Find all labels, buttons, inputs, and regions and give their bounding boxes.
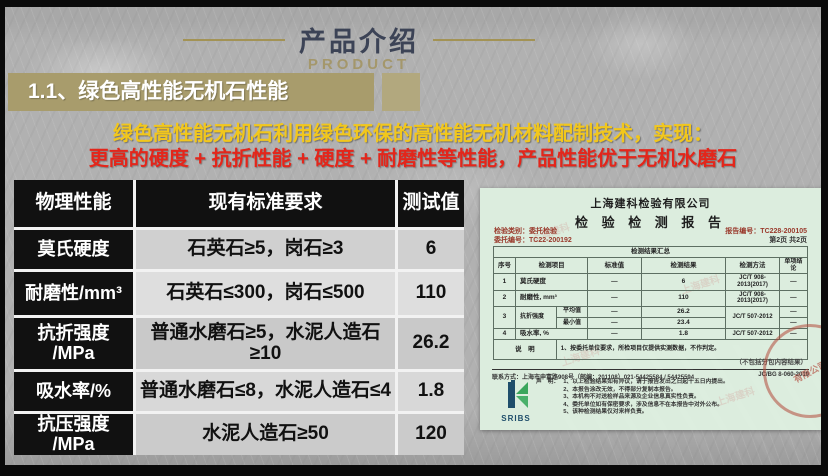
row-label: 耐磨性/mm³	[14, 272, 133, 315]
cert-cell: —	[778, 305, 809, 318]
statement-line: 3、本机构不对送检样品来源及企业信息真实性负责。	[563, 394, 729, 402]
certificate-statements: 声 明： 1、以上检验结果如有异议，请于报告发出之日起十五日内提出。 2、本报告…	[536, 379, 781, 417]
test-report-certificate: 上海建科 上海建科 上海建科 上海建科 上海建科检验有限公司 检 验 检 测 报…	[480, 188, 821, 430]
certificate-report-no: 报告编号：TC228-200105	[725, 228, 807, 235]
statement-line: 2、本报告涂改无效，不得部分复制本报告。	[563, 387, 729, 395]
cert-cell: —	[778, 289, 809, 307]
certificate-category: 检验类别：委托检验	[494, 228, 557, 235]
sribs-logo-text: SRIBS	[501, 414, 531, 423]
cert-cell: 平均值	[555, 305, 589, 318]
cert-cell: —	[778, 273, 809, 291]
certificate-commission-no: 委托编号：TC22-200192	[494, 236, 572, 244]
cert-note-text: 1、按委托单位要求，所检项目仅提供实测数据，不作判定。	[555, 339, 809, 361]
cert-cell: 3	[493, 305, 516, 329]
cert-cell: 6	[640, 273, 727, 291]
performance-table: 物理性能 现有标准要求 测试值 莫氏硬度 石英石≥5，岗石≥3 6 耐磨性/mm…	[14, 180, 464, 455]
intro-line-yellow: 绿色高性能无机石利用绿色环保的高性能无机材料配制技术，实现：	[113, 123, 713, 145]
certificate-meta: 检验类别：委托检验 委托编号：TC22-200192 报告编号：TC228-20…	[494, 228, 807, 246]
row-label: 莫氏硬度	[14, 230, 133, 269]
cert-cell: —	[587, 316, 642, 329]
corner-watermark-sheen	[561, 345, 821, 465]
cell-requirement: 水泥人造石≥50	[136, 414, 395, 455]
certificate-summary-title: 检测结果汇总	[493, 245, 808, 259]
cell-requirement: 石英石≥5，岗石≥3	[136, 230, 395, 269]
sribs-logo-icon	[508, 380, 528, 408]
column-header-value: 测试值	[398, 180, 464, 227]
cert-cell: JC/T 908-2013(2017)	[725, 273, 780, 291]
row-label: 抗折强度 /MPa	[14, 318, 133, 369]
statement-line: 5、该种检测结果仅对来样负责。	[563, 409, 729, 417]
cert-cell: 吸水率, %	[514, 327, 589, 341]
intro-line-red: 更高的硬度 + 抗折性能 + 硬度 + 耐磨性等性能，产品性能优于无机水磨石	[88, 148, 738, 170]
cert-col-header: 检测结果	[640, 257, 727, 275]
cell-value: 6	[398, 230, 464, 269]
cert-cell: —	[587, 327, 642, 341]
cert-cell: 2	[493, 289, 516, 307]
certificate-results-table: 检测结果汇总 序号 检测项目 标准值 检测结果 检测方法 单项结论 1 莫氏硬度…	[493, 245, 809, 361]
header-right-line	[433, 38, 535, 41]
certificate-company-name: 上海建科检验有限公司	[590, 198, 711, 210]
cert-col-header: 单项结论	[778, 257, 809, 275]
cell-value: 1.8	[398, 372, 464, 411]
cert-col-header: 标准值	[587, 257, 642, 275]
cert-cell: 26.2	[640, 305, 727, 318]
row-label: 吸水率/%	[14, 372, 133, 411]
sribs-logo: SRIBS	[494, 380, 538, 423]
row-label: 抗压强度 /MPa	[14, 414, 133, 455]
cert-cell: 110	[640, 289, 727, 307]
cert-cell: 最小值	[555, 316, 589, 329]
column-header-requirement: 现有标准要求	[136, 180, 395, 227]
cell-requirement: 普通水磨石≤8，水泥人造石≤4	[136, 372, 395, 411]
cell-value: 26.2	[398, 318, 464, 369]
cert-cell: 4	[493, 327, 516, 341]
slide-header: 产品介绍 PRODUCT	[5, 20, 767, 73]
cert-cell: JC/T 507-2012	[725, 327, 780, 341]
certificate-contact: 联系方式：上海市申富路908号（邮编：201108）021-54425584 /…	[492, 372, 694, 381]
section-title-decoration	[382, 73, 420, 111]
cert-cell: JC/T 908-2013(2017)	[725, 289, 780, 307]
slide-background: 产品介绍 PRODUCT 1.1、绿色高性能无机石性能 绿色高性能无机石利用绿色…	[5, 7, 821, 465]
column-header-property: 物理性能	[14, 180, 133, 227]
page-subtitle: PRODUCT	[307, 56, 411, 73]
cell-requirement: 普通水磨石≥5，水泥人造石≥10	[136, 318, 395, 369]
cert-cell: —	[587, 273, 642, 291]
certificate-page-info: 第2页 共2页	[769, 236, 807, 244]
statement-label: 声 明：	[536, 379, 560, 385]
cert-cell: 抗折强度	[514, 305, 557, 329]
cert-cell: 23.4	[640, 316, 727, 329]
header-left-line	[183, 38, 285, 41]
cert-col-header: 检测方法	[725, 257, 780, 275]
cert-note-label: 说 明	[493, 339, 557, 361]
cert-cell: JC/T 507-2012	[725, 305, 780, 329]
statement-line: 4、委托单位如有保密要求，涉及信息不在本报告中对外公布。	[563, 402, 729, 410]
statement-line: 1、以上检验结果如有异议，请于报告发出之日起十五日内提出。	[563, 379, 729, 387]
section-title: 1.1、绿色高性能无机石性能	[8, 73, 374, 111]
cert-col-header: 检测项目	[514, 257, 589, 275]
cert-cell: 莫氏硬度	[514, 273, 589, 291]
cert-cell: —	[587, 289, 642, 307]
cert-cell: 耐磨性, mm³	[514, 289, 589, 307]
page-title: 产品介绍	[299, 27, 419, 57]
cert-cell: 1	[493, 273, 516, 291]
cert-cell: 1.8	[640, 327, 727, 341]
cell-value: 120	[398, 414, 464, 455]
cell-requirement: 石英石≤300，岗石≤500	[136, 272, 395, 315]
certificate-report-title: 检 验 检 测 报 告	[574, 215, 727, 230]
cert-cell: —	[587, 305, 642, 318]
cert-col-header: 序号	[493, 257, 516, 275]
cell-value: 110	[398, 272, 464, 315]
